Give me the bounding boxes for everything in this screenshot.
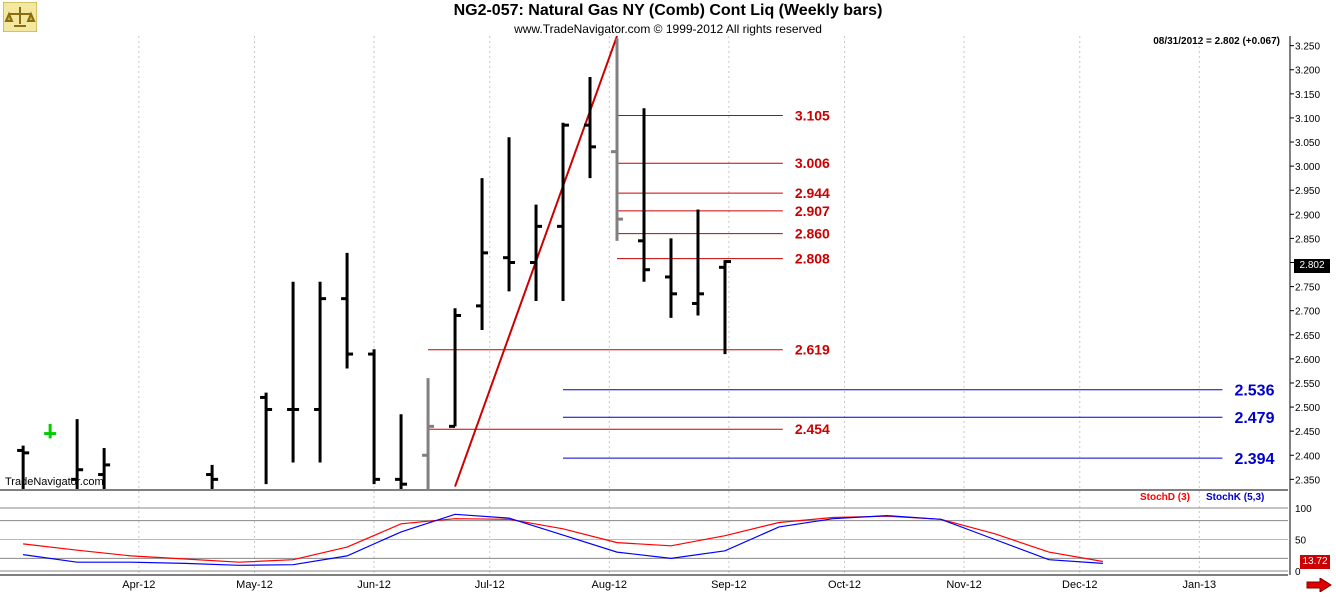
level-label-2.944: 2.944 [795, 185, 830, 201]
x-tick-label: May-12 [236, 579, 273, 591]
ohlc-bar [368, 349, 381, 485]
ohlc-bar [71, 419, 84, 489]
y-tick-label: 2.450 [1295, 427, 1320, 438]
y-tick-label: 2.650 [1295, 331, 1320, 342]
level-label-2.619: 2.619 [795, 342, 830, 358]
level-label-2.907: 2.907 [795, 203, 830, 219]
ohlc-bar [638, 108, 650, 282]
x-tick-label: Apr-12 [122, 579, 155, 591]
trade-navigator-logo-icon [2, 1, 38, 37]
copyright-text: www.TradeNavigator.com © 1999-2012 All r… [514, 22, 822, 36]
ohlc-bar [17, 445, 30, 489]
stoch-y-tick-label: 100 [1295, 504, 1312, 515]
x-tick-label: Jul-12 [475, 579, 505, 591]
y-tick-label: 3.150 [1295, 90, 1320, 101]
level-label-3.105: 3.105 [795, 108, 830, 124]
y-tick-label: 2.350 [1295, 475, 1320, 486]
ohlc-bar [44, 423, 57, 439]
y-tick-label: 2.550 [1295, 379, 1320, 390]
ohlc-bar [557, 122, 570, 302]
x-tick-label: Sep-12 [711, 579, 746, 591]
level-label-3.006: 3.006 [795, 155, 830, 171]
ohlc-bar [98, 448, 111, 489]
y-tick-label: 2.600 [1295, 355, 1320, 366]
level-label-2.808: 2.808 [795, 251, 830, 267]
level-label-2.536: 2.536 [1234, 383, 1274, 400]
ohlc-bar [584, 76, 597, 179]
y-tick-label: 2.950 [1295, 186, 1320, 197]
last-price-tag: 2.802 [1294, 259, 1330, 273]
x-tick-label: Nov-12 [946, 579, 981, 591]
stoch-y-tick-label: 0 [1295, 567, 1301, 578]
stoch-plot-area [0, 507, 1288, 572]
y-tick-label: 3.200 [1295, 66, 1320, 77]
ohlc-bar [503, 137, 516, 292]
level-label-2.860: 2.860 [795, 226, 830, 242]
ohlc-bar [395, 414, 408, 489]
ohlc-bar [422, 378, 435, 489]
price-plot-area: 3.105 3.006 2.944 2.907 2.860 2.808 2.619 2.536… [17, 36, 1275, 489]
ohlc-bar [206, 464, 219, 489]
ohlc-bar [341, 252, 354, 369]
scroll-right-arrow-icon[interactable] [1306, 577, 1332, 597]
y-tick-label: 3.100 [1295, 114, 1320, 125]
y-tick-label: 2.400 [1295, 451, 1320, 462]
watermark: TradeNavigator.com [5, 476, 104, 488]
ohlc-bar [611, 38, 624, 241]
y-tick-label: 3.050 [1295, 138, 1320, 149]
level-label-2.394: 2.394 [1234, 451, 1274, 468]
stoch-value-tag: 13.72 [1300, 555, 1330, 569]
ohlc-bar [476, 178, 489, 330]
stoch-d-label: StochD (3) [1140, 492, 1190, 503]
y-tick-label: 2.750 [1295, 283, 1320, 294]
level-label-2.479: 2.479 [1234, 410, 1274, 427]
y-tick-label: 2.900 [1295, 210, 1320, 221]
level-label-2.454: 2.454 [795, 421, 830, 437]
ohlc-bar [314, 281, 327, 463]
last-price-info: 08/31/2012 = 2.802 (+0.067) [1153, 36, 1280, 47]
y-tick-label: 2.850 [1295, 234, 1320, 245]
y-tick-label: 2.500 [1295, 403, 1320, 414]
stoch-y-tick-label: 50 [1295, 536, 1307, 547]
x-tick-label: Aug-12 [592, 579, 627, 591]
ohlc-bar [287, 281, 300, 463]
x-tick-label: Dec-12 [1062, 579, 1097, 591]
stoch-line-k [23, 513, 1103, 566]
y-tick-label: 2.700 [1295, 307, 1320, 318]
ohlc-bar [691, 209, 704, 316]
ohlc-bar [260, 392, 273, 485]
chart-title: NG2-057: Natural Gas NY (Comb) Cont Liq … [453, 2, 883, 19]
x-tick-label: Oct-12 [828, 579, 861, 591]
stoch-k-label: StochK (5,3) [1206, 492, 1265, 503]
ohlc-bar [449, 308, 462, 428]
y-tick-label: 3.000 [1295, 162, 1320, 173]
ohlc-bar [664, 238, 677, 318]
x-tick-label: Jan-13 [1182, 579, 1216, 591]
ohlc-bar [530, 204, 543, 302]
ohlc-bar [718, 260, 731, 355]
x-tick-label: Jun-12 [357, 579, 391, 591]
y-tick-label: 3.250 [1295, 42, 1320, 53]
